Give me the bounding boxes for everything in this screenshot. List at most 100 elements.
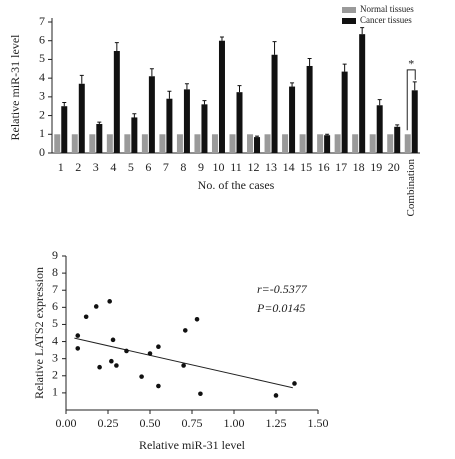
annotation: P=0.0145 <box>256 301 305 315</box>
bar <box>131 117 138 153</box>
point <box>124 348 129 354</box>
x-tick-label: 16 <box>318 160 330 174</box>
point <box>273 393 279 398</box>
x-tick-label: 3 <box>93 160 99 174</box>
x-tick-label: 12 <box>248 160 260 174</box>
error-bar <box>202 100 207 105</box>
error-bar <box>395 124 400 127</box>
x-tick-label: 11 <box>230 160 242 174</box>
bar <box>211 134 218 153</box>
x-tick-label: 0.00 <box>56 416 77 430</box>
x-tick-label: Combination <box>405 159 417 217</box>
x-tick-label: 14 <box>283 160 295 174</box>
point <box>181 363 186 368</box>
error-bar <box>272 41 277 55</box>
bar <box>387 134 394 153</box>
error-bar <box>360 27 365 35</box>
point <box>109 358 114 364</box>
bar <box>376 105 383 153</box>
y-tick-label: 5 <box>39 51 45 65</box>
bar <box>352 134 359 153</box>
bar <box>176 134 183 153</box>
y-tick-label: 0 <box>39 145 45 159</box>
x-tick-label: 20 <box>388 160 400 174</box>
y-axis-label: Relative miR-31 level <box>8 34 22 141</box>
bar <box>324 135 331 153</box>
bar <box>183 89 190 153</box>
point <box>75 346 81 351</box>
y-axis-label: Relative LATS2 expression <box>32 267 46 399</box>
y-tick-label: 7 <box>39 14 45 28</box>
bar <box>282 134 289 153</box>
x-tick-label: 9 <box>198 160 204 174</box>
significance-bracket <box>406 69 416 131</box>
x-tick-label: 1.00 <box>224 416 245 430</box>
bar <box>306 65 313 153</box>
bar <box>369 134 376 153</box>
point <box>139 374 144 379</box>
bar <box>113 51 120 153</box>
x-tick-label: 10 <box>212 160 224 174</box>
point <box>107 299 112 304</box>
point <box>93 304 99 309</box>
point <box>156 344 161 349</box>
bar <box>166 98 173 153</box>
x-tick-label: 5 <box>128 160 134 174</box>
trend-line <box>74 337 293 389</box>
error-bar <box>342 63 347 72</box>
legend-label: Normal tissues <box>360 4 414 14</box>
x-tick-label: 6 <box>145 160 151 174</box>
x-tick-label: 1.50 <box>308 416 329 430</box>
bar <box>271 54 278 153</box>
bar <box>334 134 341 153</box>
x-tick-label: 0.25 <box>98 416 119 430</box>
point <box>182 328 188 333</box>
error-bar <box>132 113 137 118</box>
point <box>156 383 161 389</box>
error-bar <box>237 85 242 93</box>
y-tick-label: 3 <box>39 89 45 103</box>
x-axis-label: Relative miR-31 level <box>139 438 246 452</box>
error-bar <box>255 135 260 138</box>
bar <box>201 104 208 153</box>
bar <box>341 71 348 153</box>
error-bar <box>97 121 102 124</box>
bar <box>218 40 225 153</box>
point <box>147 351 153 356</box>
error-bar <box>290 82 295 87</box>
bar <box>317 134 324 153</box>
bar <box>54 134 61 153</box>
point <box>83 314 89 320</box>
bar <box>247 134 254 153</box>
error-bar <box>412 81 417 91</box>
x-tick-label: 18 <box>353 160 365 174</box>
y-tick-label: 4 <box>52 333 58 347</box>
bar <box>71 134 78 153</box>
x-tick-label: 2 <box>75 160 81 174</box>
bar <box>229 134 236 153</box>
y-tick-label: 6 <box>39 32 45 46</box>
y-tick-label: 8 <box>52 265 58 279</box>
significance-label: * <box>408 57 414 71</box>
y-tick-label: 1 <box>39 126 45 140</box>
error-bar <box>149 68 154 77</box>
bar <box>106 134 113 153</box>
y-tick-label: 4 <box>39 70 45 84</box>
error-bar <box>167 90 172 99</box>
y-tick-label: 3 <box>52 350 58 364</box>
bar <box>89 134 96 153</box>
legend-label: Cancer tissues <box>360 15 412 25</box>
point <box>97 364 102 370</box>
bar <box>236 92 243 153</box>
bar <box>61 106 68 153</box>
point <box>194 317 200 322</box>
legend-swatch <box>342 18 356 24</box>
x-tick-label: 17 <box>335 160 347 174</box>
point <box>114 363 119 368</box>
x-tick-label: 8 <box>180 160 186 174</box>
x-axis-label: No. of the cases <box>198 178 275 192</box>
y-tick-label: 6 <box>52 299 58 313</box>
x-tick-label: 0.50 <box>140 416 161 430</box>
